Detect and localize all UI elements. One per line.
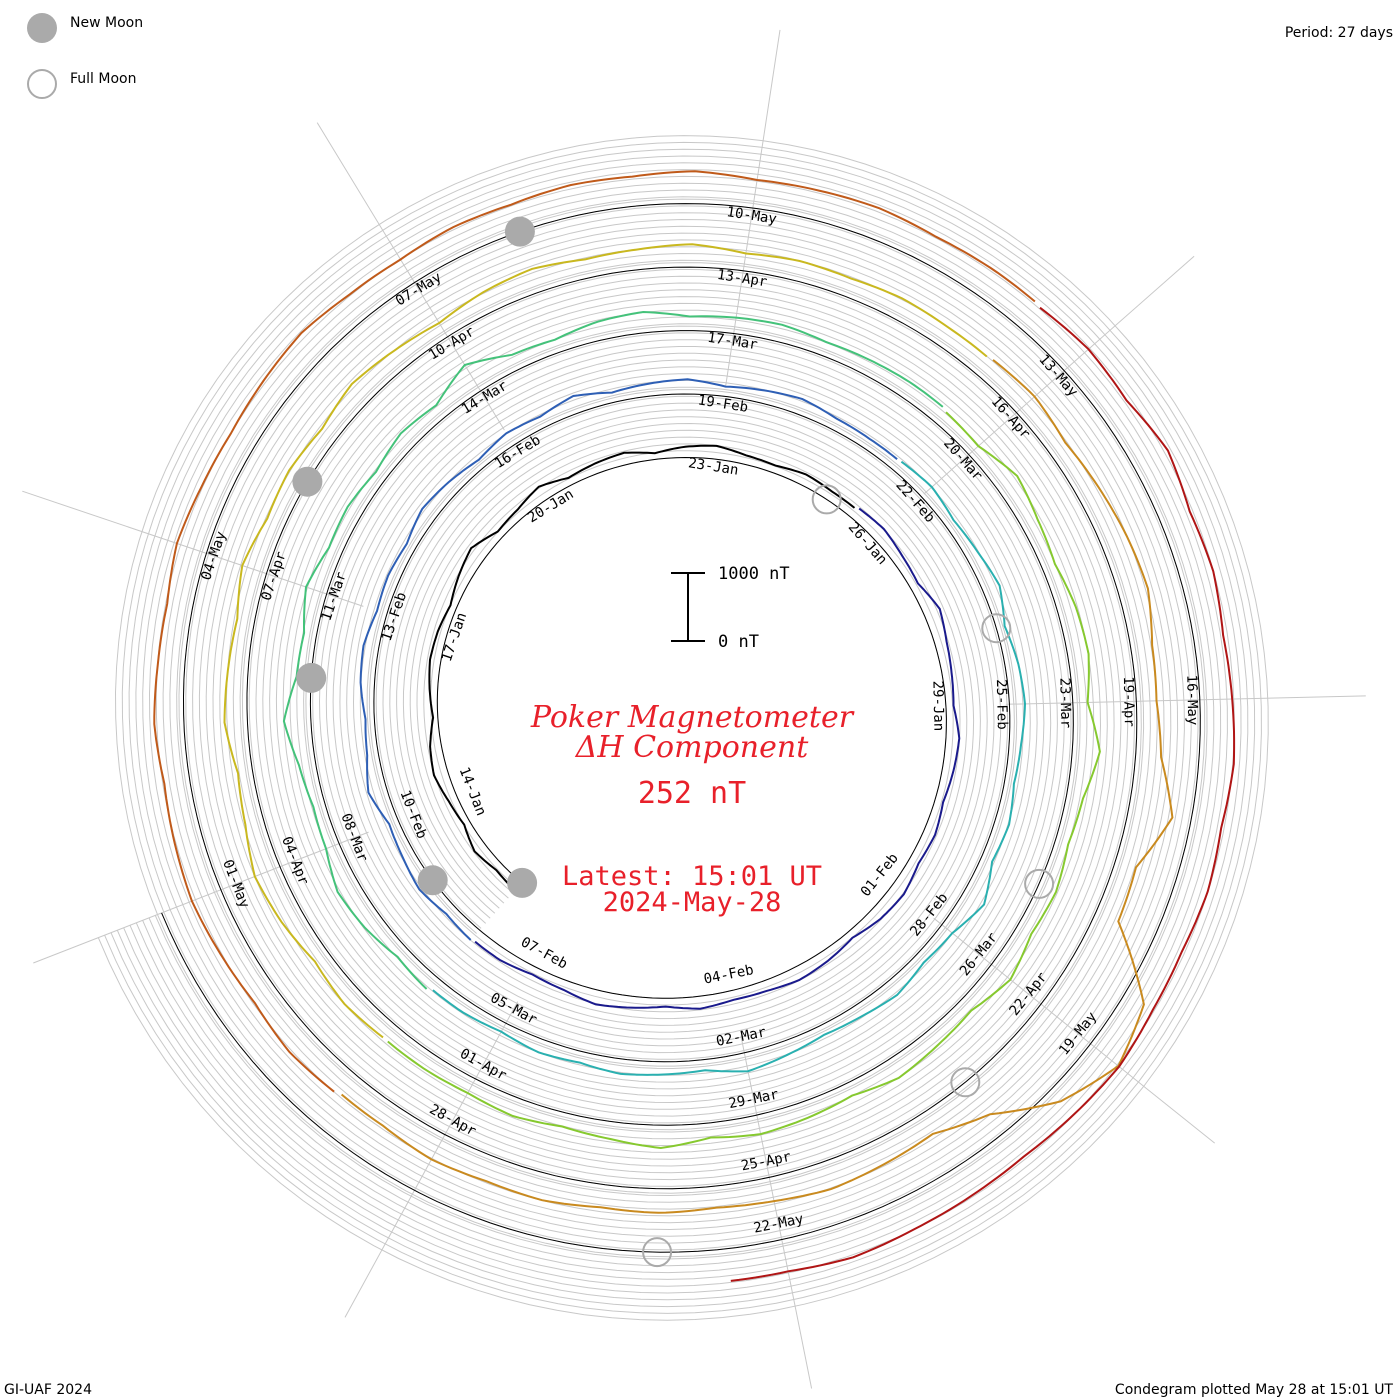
new-moon-marker xyxy=(296,662,327,693)
legend-full-moon-label: Full Moon xyxy=(70,71,136,87)
date-label: 23-Jan xyxy=(687,455,739,478)
grid-ring xyxy=(129,169,1235,1287)
date-label: 04-May xyxy=(198,529,229,582)
grid-ring xyxy=(123,162,1242,1294)
date-label: 14-Jan xyxy=(456,765,489,818)
date-label: 08-Mar xyxy=(337,811,370,864)
grid-ring xyxy=(154,196,1208,1260)
new-moon-marker xyxy=(507,867,538,898)
date-label: 23-Mar xyxy=(1056,677,1073,728)
series-line-5 xyxy=(387,411,1101,1150)
new-moon-marker xyxy=(292,466,323,497)
series-line-9 xyxy=(730,306,1236,1282)
scale-bar-bottom-label: 0 nT xyxy=(718,632,759,652)
date-label: 01-May xyxy=(219,857,252,910)
full-moon-marker xyxy=(811,484,842,515)
grid-spoke xyxy=(933,917,1216,1144)
new-moon-marker xyxy=(417,865,448,896)
baseline-line xyxy=(161,203,1201,1253)
series-line-0 xyxy=(428,444,856,892)
date-label: 13-Apr xyxy=(716,267,768,290)
date-label: 20-Mar xyxy=(940,435,985,484)
scale-bar-top-label: 1000 nT xyxy=(718,564,790,584)
full-moon-icon xyxy=(27,69,57,99)
date-label: 22-May xyxy=(752,1211,805,1237)
grid-spoke xyxy=(1005,695,1366,705)
date-label: 10-May xyxy=(725,204,777,227)
date-label: 25-Feb xyxy=(993,679,1010,730)
latest-time: Latest: 15:01 UT xyxy=(562,861,822,892)
series-line-3 xyxy=(432,460,1027,1076)
series-line-4 xyxy=(282,310,944,990)
footer-left: GI-UAF 2024 xyxy=(4,1382,92,1398)
grid-ring xyxy=(116,155,1249,1301)
date-label: 10-Feb xyxy=(396,788,429,841)
date-label: 22-Feb xyxy=(892,477,937,526)
date-label: 16-Apr xyxy=(988,394,1033,443)
moon-markers xyxy=(292,216,1055,1268)
series-line-8 xyxy=(153,170,1036,1093)
date-label: 29-Jan xyxy=(929,680,946,731)
legend-new-moon-label: New Moon xyxy=(70,15,143,31)
date-label: 04-Apr xyxy=(278,834,311,887)
grid-spoke xyxy=(316,122,505,431)
current-value: 252 nT xyxy=(638,776,746,811)
grid-ring xyxy=(104,141,1262,1314)
date-label: 11-Mar xyxy=(319,570,350,623)
footer-right: Condegram plotted May 28 at 15:01 UT xyxy=(1115,1382,1394,1398)
chart-title: Poker Magnetometer xyxy=(530,700,855,735)
date-label: 19-Feb xyxy=(697,392,749,415)
date-label: 25-Apr xyxy=(740,1149,793,1175)
scale-bar: 1000 nT 0 nT xyxy=(671,564,790,652)
series-line-7 xyxy=(340,359,1174,1214)
grid-spoke xyxy=(22,490,364,607)
full-moon-marker xyxy=(981,613,1012,644)
date-label: 13-May xyxy=(1035,352,1080,401)
full-moon-marker xyxy=(642,1237,673,1268)
series-line-1 xyxy=(474,507,961,1010)
baseline-spiral xyxy=(161,203,1201,1253)
date-label: 07-Feb xyxy=(518,934,570,972)
grid-spokes xyxy=(22,29,1366,1389)
new-moon-icon xyxy=(27,13,57,43)
date-label: 19-Apr xyxy=(1120,676,1137,727)
period-label: Period: 27 days xyxy=(1285,25,1393,41)
grid-spoke xyxy=(33,831,369,964)
date-label: 17-Mar xyxy=(706,330,758,353)
date-label: 16-May xyxy=(1183,675,1200,726)
full-moon-marker xyxy=(950,1067,981,1098)
date-label: 13-Feb xyxy=(379,590,410,643)
chart-subtitle: ΔH Component xyxy=(575,730,809,765)
date-label: 26-Jan xyxy=(845,519,890,568)
grid-spoke xyxy=(740,1035,813,1389)
latest-date: 2024-May-28 xyxy=(603,887,782,918)
series-line-6 xyxy=(223,243,988,1039)
series-layer xyxy=(153,170,1236,1282)
full-moon-marker xyxy=(1024,868,1055,899)
grid-rings xyxy=(97,135,1269,1321)
date-label: 04-Feb xyxy=(702,962,755,988)
new-moon-marker xyxy=(504,216,535,247)
grid-ring xyxy=(97,135,1269,1321)
legend: New Moon Full Moon xyxy=(27,13,143,99)
grid-ring xyxy=(142,182,1222,1274)
grid-ring xyxy=(110,148,1256,1308)
grid-ring xyxy=(148,189,1215,1267)
date-label: 07-Apr xyxy=(258,550,289,603)
series-line-2 xyxy=(359,378,898,941)
